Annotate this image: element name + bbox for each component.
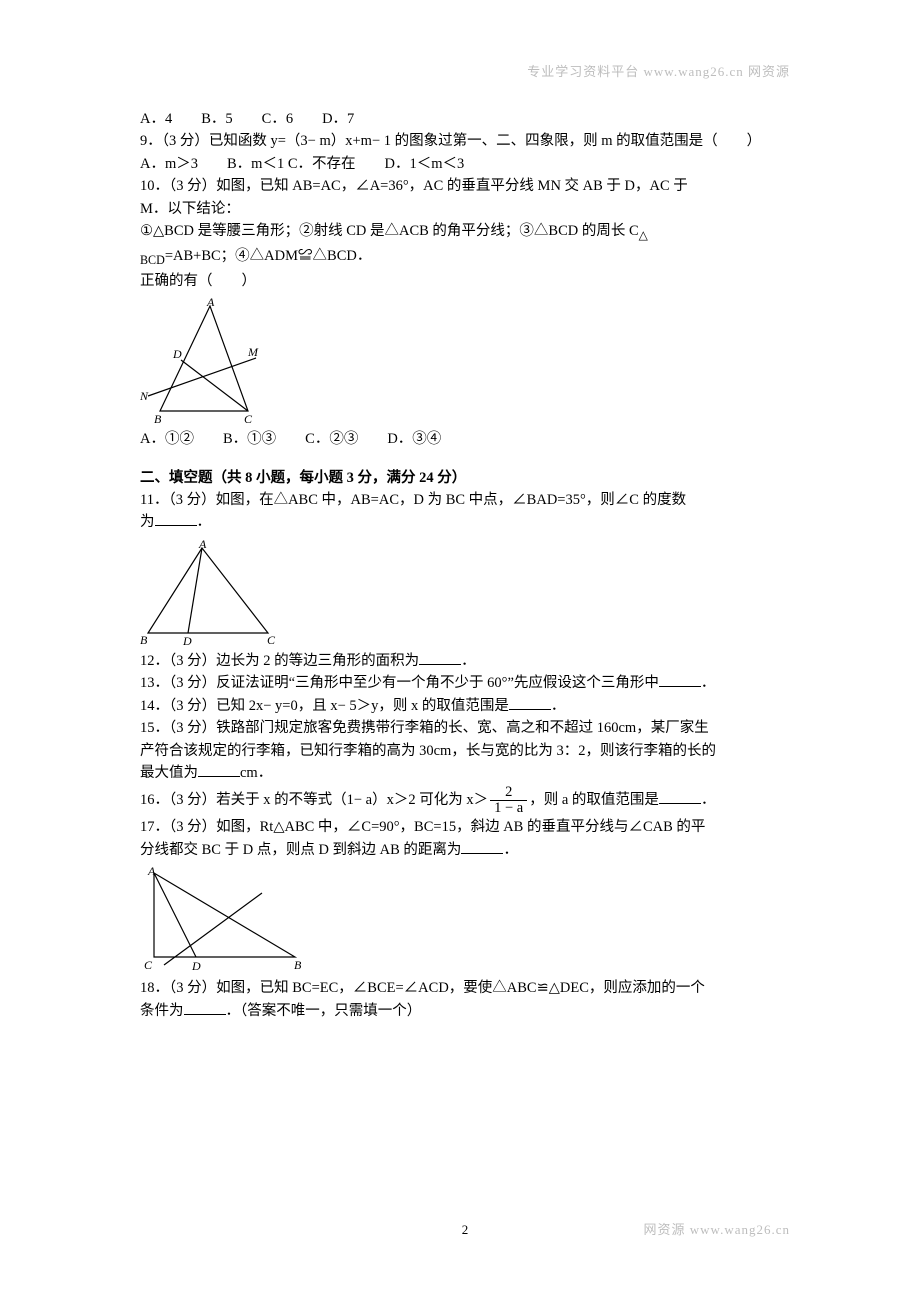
q15-line3: 最大值为 cm． bbox=[140, 762, 790, 784]
q13-blank bbox=[659, 673, 701, 687]
q17-label-a: A bbox=[147, 865, 156, 878]
q13-a: 13．（3 分）反证法证明“三角形中至少有一个角不少于 60°”先应假设这个三角… bbox=[140, 675, 659, 691]
q10-label-d: D bbox=[172, 347, 182, 361]
q18-line2b: ．（答案不唯一，只需填一个） bbox=[226, 1003, 422, 1019]
q10-line5: 正确的有（ ） bbox=[140, 270, 790, 292]
q17-line2a: 分线都交 BC 于 D 点，则点 D 到斜边 AB 的距离为 bbox=[140, 842, 461, 858]
q17-figure: A C D B bbox=[140, 865, 790, 975]
q10-label-a: A bbox=[206, 296, 215, 309]
q11-line2: 为． bbox=[140, 511, 790, 533]
q14-a: 14．（3 分）已知 2x− y=0，且 x− 5＞y，则 x 的取值范围是 bbox=[140, 698, 509, 714]
q12-blank bbox=[419, 651, 461, 665]
q13: 13．（3 分）反证法证明“三角形中至少有一个角不少于 60°”先应假设这个三角… bbox=[140, 672, 790, 694]
q16-fraction: 21 − a bbox=[490, 785, 527, 816]
q10-label-n: N bbox=[140, 389, 149, 403]
q18-line1: 18．（3 分）如图，已知 BC=EC，∠BCE=∠ACD，要使△ABC≌△DE… bbox=[140, 977, 790, 999]
q11-label-d: D bbox=[182, 634, 192, 648]
q10-line4: BCD=AB+BC；④△ADM≌△BCD． bbox=[140, 245, 790, 270]
q10-figure: A M D N B C bbox=[140, 296, 790, 426]
q17-line2: 分线都交 BC 于 D 点，则点 D 到斜边 AB 的距离为 ． bbox=[140, 839, 790, 861]
q17-blank bbox=[461, 840, 503, 854]
q11-label-a: A bbox=[198, 538, 207, 551]
q18-line2a: 条件为 bbox=[140, 1003, 184, 1019]
q10-options: A．①② B．①③ C．②③ D．③④ bbox=[140, 428, 790, 450]
q15-line3b: cm． bbox=[240, 765, 272, 781]
q12-b: ． bbox=[461, 653, 476, 669]
q17-label-d: D bbox=[191, 959, 201, 973]
q11-line2a: 为 bbox=[140, 514, 155, 530]
q15-line1: 15．（3 分）铁路部门规定旅客免费携带行李箱的长、宽、高之和不超过 160cm… bbox=[140, 717, 790, 739]
q8-options: A．4 B．5 C．6 D．7 bbox=[140, 108, 790, 130]
q17-label-c: C bbox=[144, 958, 153, 972]
section2-title: 二、填空题（共 8 小题，每小题 3 分，满分 24 分） bbox=[140, 467, 790, 489]
q12: 12．（3 分）边长为 2 的等边三角形的面积为 ． bbox=[140, 650, 790, 672]
q10-line3a: ①△BCD 是等腰三角形；②射线 CD 是△ACB 的角平分线；③△BCD 的周… bbox=[140, 223, 639, 239]
q16-a: 16．（3 分）若关于 x 的不等式（1− a）x＞2 可化为 x＞ bbox=[140, 792, 488, 808]
q15-line3a: 最大值为 bbox=[140, 765, 198, 781]
q18-blank bbox=[184, 1001, 226, 1015]
q12-a: 12．（3 分）边长为 2 的等边三角形的面积为 bbox=[140, 653, 419, 669]
page-footer: 2 网资源 www.wang26.cn bbox=[0, 1220, 920, 1240]
q16-blank bbox=[659, 790, 701, 804]
q15-blank bbox=[198, 763, 240, 777]
q11-label-c: C bbox=[267, 633, 276, 647]
q10-label-b: B bbox=[154, 412, 162, 426]
q13-b: ． bbox=[701, 675, 716, 691]
q17-label-b: B bbox=[294, 958, 302, 972]
q11-figure: A B D C bbox=[140, 538, 790, 648]
q14-blank bbox=[509, 696, 551, 710]
q16-c: ． bbox=[701, 792, 716, 808]
q11-label-b: B bbox=[140, 633, 148, 647]
q16: 16．（3 分）若关于 x 的不等式（1− a）x＞2 可化为 x＞21 − a… bbox=[140, 785, 790, 816]
q11-line2b: ． bbox=[197, 514, 212, 530]
q17-line2b: ． bbox=[503, 842, 518, 858]
q10-line4-sub: BCD bbox=[140, 253, 165, 267]
q9-options: A．m＞3 B．m＜1 C．不存在 D．1＜m＜3 bbox=[140, 153, 790, 175]
q10-line3-sub: △ bbox=[639, 228, 648, 242]
q10-label-m: M bbox=[247, 345, 259, 359]
q9-stem: 9．（3 分）已知函数 y=（3− m）x+m− 1 的图象过第一、二、四象限，… bbox=[140, 130, 790, 152]
q10-line1: 10．（3 分）如图，已知 AB=AC，∠A=36°，AC 的垂直平分线 MN … bbox=[140, 175, 790, 197]
header-watermark: 专业学习资料平台 www.wang26.cn 网资源 bbox=[527, 62, 790, 82]
q18-line2: 条件为 ．（答案不唯一，只需填一个） bbox=[140, 1000, 790, 1022]
q11-blank bbox=[155, 512, 197, 526]
q16-b: ，则 a 的取值范围是 bbox=[529, 792, 659, 808]
q10-label-c: C bbox=[244, 412, 253, 426]
q14-b: ． bbox=[551, 698, 566, 714]
footer-watermark: 网资源 www.wang26.cn bbox=[644, 1220, 791, 1240]
q11-line1: 11．（3 分）如图，在△ABC 中，AB=AC，D 为 BC 中点，∠BAD=… bbox=[140, 489, 790, 511]
q17-line1: 17．（3 分）如图，Rt△ABC 中，∠C=90°，BC=15，斜边 AB 的… bbox=[140, 816, 790, 838]
q16-frac-num: 2 bbox=[490, 785, 527, 800]
q16-frac-den: 1 − a bbox=[490, 800, 527, 816]
q14: 14．（3 分）已知 2x− y=0，且 x− 5＞y，则 x 的取值范围是 ． bbox=[140, 695, 790, 717]
q10-line2: M．以下结论： bbox=[140, 198, 790, 220]
q10-line3: ①△BCD 是等腰三角形；②射线 CD 是△ACB 的角平分线；③△BCD 的周… bbox=[140, 220, 790, 245]
q15-line2: 产符合该规定的行李箱，已知行李箱的高为 30cm，长与宽的比为 3：2，则该行李… bbox=[140, 740, 790, 762]
q10-line4b: =AB+BC；④△ADM≌△BCD． bbox=[165, 248, 372, 264]
